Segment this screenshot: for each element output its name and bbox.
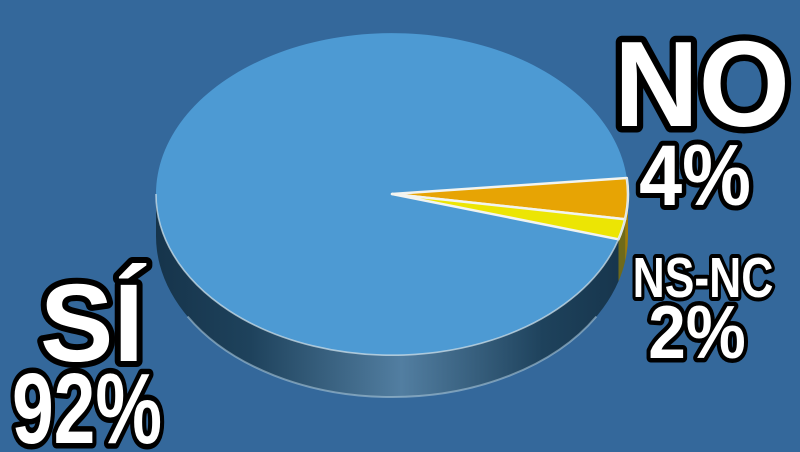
label-si: SÍ bbox=[40, 262, 146, 385]
pie-side-nsnc bbox=[618, 219, 626, 282]
bottom-rim-highlight bbox=[186, 315, 598, 398]
top-rim-highlight bbox=[155, 177, 629, 357]
value-no: 4% bbox=[639, 128, 751, 224]
value-si: 92% bbox=[12, 352, 162, 452]
label-nsnc: NS-NC bbox=[633, 246, 774, 310]
label-no: NO bbox=[614, 17, 790, 153]
pie-side-si bbox=[155, 194, 619, 398]
value-nsnc: 2% bbox=[648, 291, 746, 375]
